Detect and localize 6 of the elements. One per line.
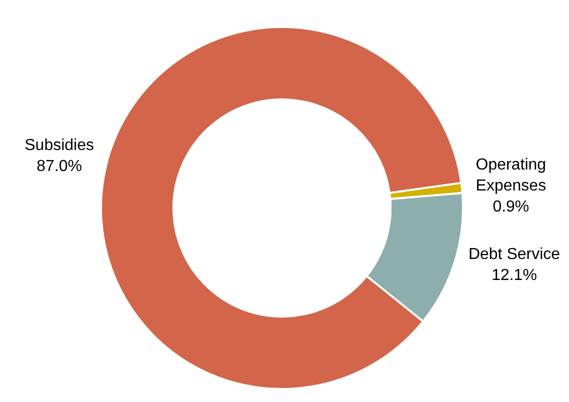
data-label: 0.9% xyxy=(492,198,530,216)
data-label: 87.0% xyxy=(36,158,82,176)
slice-label: Operating Expenses xyxy=(476,156,546,195)
slice-label: Subsidies xyxy=(24,137,94,154)
slice-label: Debt Service xyxy=(468,246,560,263)
data-label: 12.1% xyxy=(492,266,537,284)
